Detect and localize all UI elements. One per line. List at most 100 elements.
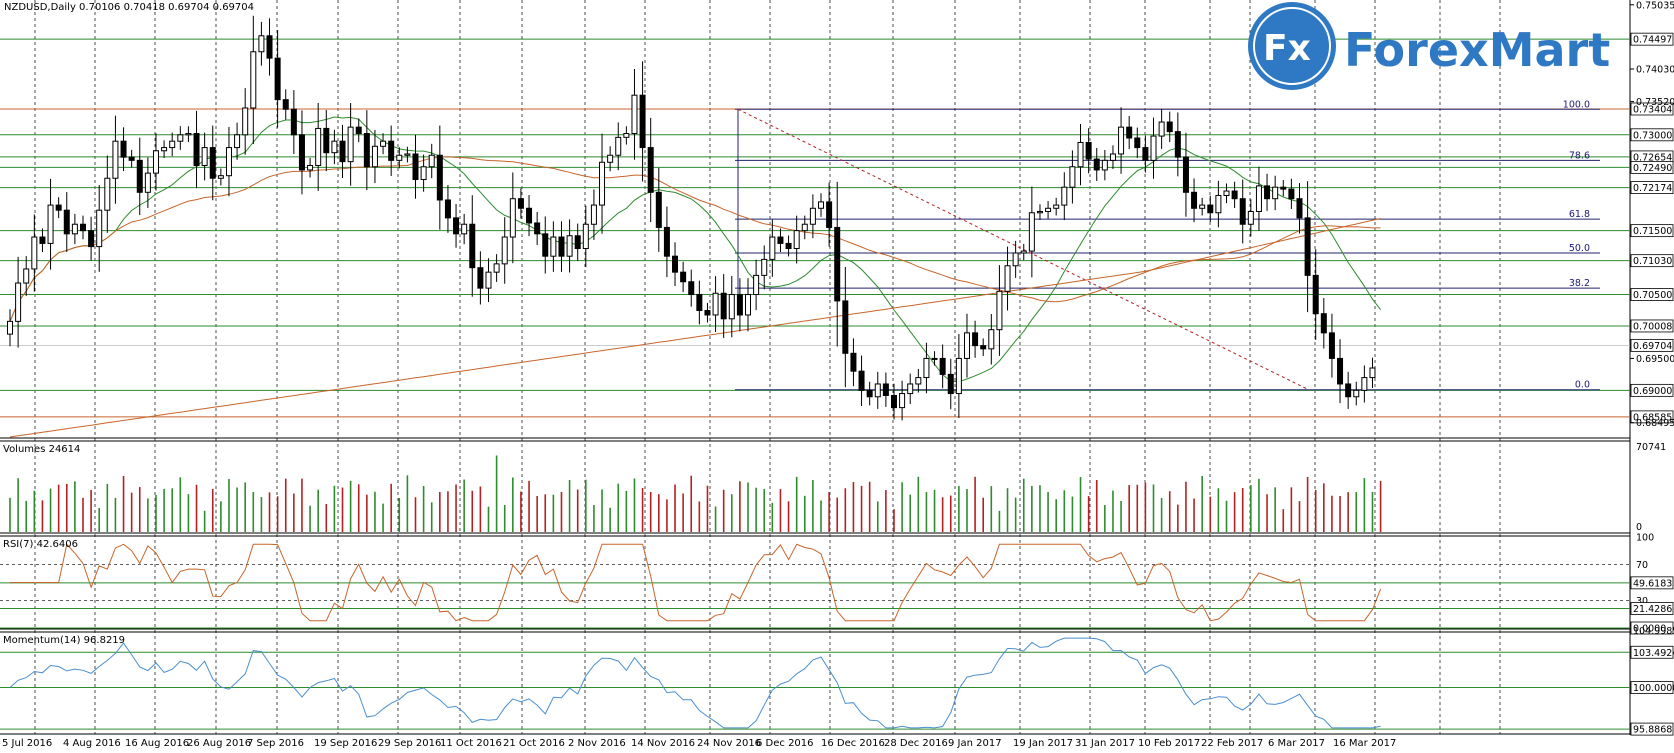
candle-bear bbox=[542, 233, 549, 257]
candle-bull bbox=[104, 177, 111, 211]
candle-bull bbox=[169, 140, 176, 149]
candle-bull bbox=[1012, 252, 1019, 267]
candle-bear bbox=[1182, 156, 1189, 193]
candle-bear bbox=[972, 332, 979, 347]
candlestick-series bbox=[7, 15, 1376, 421]
candle-bear bbox=[355, 126, 362, 135]
candle-bear bbox=[412, 153, 419, 181]
date-tick-label: 21 Oct 2016 bbox=[503, 738, 565, 749]
candle-bull bbox=[404, 153, 411, 156]
level-price-box bbox=[1630, 128, 1674, 142]
candle-bear bbox=[866, 389, 873, 398]
candle-bull bbox=[615, 136, 622, 156]
candle-bear bbox=[1288, 188, 1295, 200]
candle-bear bbox=[274, 57, 281, 101]
level-price-box bbox=[1630, 224, 1674, 238]
date-tick-label: 9 Jan 2017 bbox=[948, 738, 1002, 749]
fib-level-label: 100.0 bbox=[1563, 99, 1590, 110]
candle-bull bbox=[225, 147, 232, 177]
level-price-label: 0.70008 bbox=[1633, 321, 1672, 332]
candle-bear bbox=[63, 209, 70, 235]
level-price-label: 0.72490 bbox=[1633, 163, 1672, 174]
rsi-level-box bbox=[1630, 602, 1674, 615]
date-tick-label: 31 Jan 2017 bbox=[1075, 738, 1135, 749]
date-tick-label: 19 Sep 2016 bbox=[314, 738, 377, 749]
candle-bull bbox=[258, 35, 265, 53]
candle-bear bbox=[704, 310, 711, 316]
candle-bear bbox=[558, 236, 565, 257]
date-tick-label: 2 Nov 2016 bbox=[568, 738, 626, 749]
candle-bull bbox=[493, 263, 500, 273]
candle-bear bbox=[842, 300, 849, 354]
candle-bull bbox=[1215, 195, 1222, 214]
candle-bear bbox=[736, 294, 743, 316]
candle-bear bbox=[209, 147, 216, 179]
level-price-label: 0.73000 bbox=[1633, 130, 1672, 141]
forexmart-logo: Fx ForexMart bbox=[1248, 2, 1610, 90]
candle-bull bbox=[599, 161, 606, 206]
candle-bear bbox=[193, 133, 200, 166]
candle-bull bbox=[185, 133, 192, 136]
rsi-level-box bbox=[1630, 621, 1674, 635]
candle-bear bbox=[834, 226, 841, 302]
candle-bear bbox=[1174, 131, 1181, 158]
candle-bull bbox=[96, 209, 103, 248]
candle-bear bbox=[290, 108, 297, 136]
date-tick-label: 5 Jul 2016 bbox=[2, 738, 52, 749]
current-price-box bbox=[1630, 338, 1674, 352]
candle-bear bbox=[39, 236, 46, 244]
candle-bull bbox=[745, 294, 752, 316]
candle-bear bbox=[688, 281, 695, 296]
fib-level-label: 61.8 bbox=[1569, 209, 1590, 220]
candle-bull bbox=[509, 198, 516, 238]
candle-bull bbox=[955, 357, 962, 395]
candle-bull bbox=[996, 290, 1003, 331]
candle-bear bbox=[323, 127, 330, 154]
date-tick-label: 28 Dec 2016 bbox=[884, 738, 948, 749]
candle-bear bbox=[882, 383, 889, 396]
candle-bull bbox=[728, 294, 735, 320]
candle-bear bbox=[980, 345, 987, 350]
date-tick-label: 16 Dec 2016 bbox=[821, 738, 885, 749]
level-price-box bbox=[1630, 410, 1674, 424]
candle-bull bbox=[931, 357, 938, 360]
candle-bear bbox=[1239, 198, 1246, 225]
candle-bull bbox=[217, 175, 224, 179]
candle-bull bbox=[1353, 389, 1360, 398]
candle-bear bbox=[1280, 186, 1287, 190]
candle-bull bbox=[1150, 135, 1157, 161]
candle-bull bbox=[769, 236, 776, 260]
candle-bear bbox=[477, 267, 484, 289]
rsi-level-box bbox=[1630, 576, 1674, 590]
candle-bear bbox=[55, 204, 62, 211]
level-price-box bbox=[1630, 160, 1674, 174]
date-tick-label: 19 Jan 2017 bbox=[1013, 738, 1073, 749]
date-tick-label: 7 Sep 2016 bbox=[247, 738, 304, 749]
rsi-level-label: 0.0000 bbox=[1633, 624, 1666, 635]
candle-bear bbox=[1166, 121, 1173, 133]
candle-bull bbox=[550, 236, 557, 257]
level-price-label: 0.69000 bbox=[1633, 386, 1672, 397]
candle-bear bbox=[517, 198, 524, 209]
candle-bear bbox=[534, 222, 541, 235]
candle-bull bbox=[1199, 204, 1206, 209]
candle-bear bbox=[1304, 217, 1311, 276]
date-tick-label: 16 Mar 2017 bbox=[1333, 738, 1396, 749]
candle-bull bbox=[631, 94, 638, 135]
candle-bear bbox=[1328, 332, 1335, 359]
sma-long-line bbox=[9, 218, 1381, 438]
candle-bull bbox=[31, 236, 38, 270]
candle-bull bbox=[1045, 207, 1052, 212]
y-tick-label: 0.69500 bbox=[1636, 354, 1674, 365]
candle-bear bbox=[469, 223, 476, 269]
candle-bull bbox=[485, 271, 492, 289]
candle-bear bbox=[128, 156, 135, 161]
current-price-label: 0.69704 bbox=[1633, 341, 1672, 352]
candle-bull bbox=[371, 145, 378, 168]
candle-bear bbox=[655, 191, 662, 228]
candle-bull bbox=[177, 134, 184, 142]
candle-bull bbox=[144, 172, 151, 193]
rsi-tick-label: 70 bbox=[1636, 560, 1648, 571]
momentum-level-box bbox=[1630, 645, 1674, 659]
